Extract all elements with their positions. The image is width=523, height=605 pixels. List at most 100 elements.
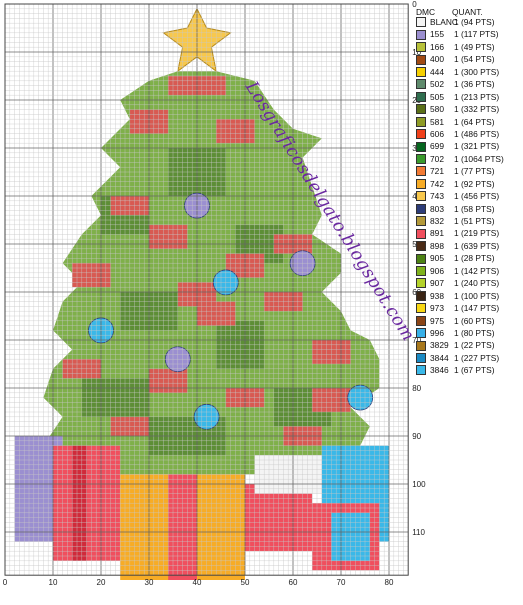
y-tick-label: 70: [412, 336, 421, 345]
thread-code: 743: [430, 191, 444, 202]
thread-swatch: [416, 141, 426, 152]
thread-quantity: 1 (51 PTS): [454, 216, 495, 227]
legend-row: 743 1 (456 PTS): [416, 190, 521, 202]
legend-row: 803 1 (58 PTS): [416, 203, 521, 215]
grid-lines: [4, 3, 409, 576]
thread-quantity: 1 (639 PTS): [454, 240, 500, 251]
thread-quantity: 1 (92 PTS): [454, 178, 495, 189]
thread-quantity: 1 (22 PTS): [454, 340, 495, 351]
thread-quantity: 1 (219 PTS): [454, 228, 500, 239]
legend-header: DMC QUANT.: [416, 4, 521, 16]
thread-swatch: [416, 29, 426, 40]
thread-code: 400: [430, 54, 444, 65]
thread-quantity: 1 (300 PTS): [454, 66, 500, 77]
thread-swatch: [416, 178, 426, 189]
thread-code: 3844: [430, 352, 449, 363]
thread-swatch: [416, 116, 426, 127]
y-tick-label: 90: [412, 432, 421, 441]
thread-code: 721: [430, 166, 444, 177]
thread-code: 155: [430, 29, 444, 40]
legend-row: 721 1 (77 PTS): [416, 165, 521, 177]
y-tick-label: 0: [412, 0, 417, 9]
y-tick-label: 110: [412, 528, 425, 537]
thread-code: 444: [430, 66, 444, 77]
legend-row: 975 1 (60 PTS): [416, 315, 521, 327]
legend-row: 3844 1 (227 PTS): [416, 352, 521, 364]
y-tick-label: 100: [412, 480, 426, 489]
legend-row: 155 1 (117 PTS): [416, 28, 521, 40]
x-tick-label: 30: [145, 578, 154, 587]
thread-code: BLANC: [430, 17, 458, 28]
x-tick-label: 0: [3, 578, 8, 587]
thread-quantity: 1 (80 PTS): [454, 327, 495, 338]
thread-swatch: [416, 17, 426, 28]
thread-swatch: [416, 166, 426, 177]
thread-quantity: 1 (117 PTS): [454, 29, 499, 40]
thread-quantity: 1 (100 PTS): [454, 290, 500, 301]
thread-code: 803: [430, 203, 444, 214]
thread-quantity: 1 (332 PTS): [454, 104, 500, 115]
thread-quantity: 1 (486 PTS): [454, 128, 500, 139]
thread-code: 699: [430, 141, 444, 152]
legend-row: 606 1 (486 PTS): [416, 128, 521, 140]
legend-header-qty: QUANT.: [452, 6, 483, 17]
thread-quantity: 1 (227 PTS): [454, 352, 500, 363]
thread-code: 891: [430, 228, 444, 239]
thread-code: 505: [430, 91, 444, 102]
legend-row: 996 1 (80 PTS): [416, 327, 521, 339]
thread-quantity: 1 (142 PTS): [454, 265, 500, 276]
legend-row: 891 1 (219 PTS): [416, 227, 521, 239]
thread-swatch: [416, 79, 426, 90]
grid-border: [4, 3, 409, 576]
thread-swatch: [416, 278, 426, 289]
thread-quantity: 1 (49 PTS): [454, 41, 495, 52]
thread-quantity: 1 (64 PTS): [454, 116, 495, 127]
legend-row: 166 1 (49 PTS): [416, 41, 521, 53]
legend-rows: BLANC 1 (94 PTS) 155 1 (117 PTS) 166 1 (49 PT…: [416, 16, 521, 377]
thread-code: 906: [430, 265, 444, 276]
legend-row: 907 1 (240 PTS): [416, 277, 521, 289]
thread-swatch: [416, 42, 426, 53]
thread-code: 832: [430, 216, 444, 227]
y-tick-label: 10: [412, 48, 421, 57]
thread-code: 580: [430, 104, 444, 115]
legend-row: 898 1 (639 PTS): [416, 240, 521, 252]
thread-code: 996: [430, 327, 444, 338]
x-tick-label: 50: [241, 578, 250, 587]
thread-swatch: [416, 340, 426, 351]
x-axis-ticks: 0 10 20 30 40 50 60 70 80: [3, 578, 394, 587]
thread-swatch: [416, 66, 426, 77]
legend-row: 702 1 (1064 PTS): [416, 153, 521, 165]
thread-swatch: [416, 191, 426, 202]
thread-swatch: [416, 228, 426, 239]
thread-swatch: [416, 241, 426, 252]
thread-swatch: [416, 104, 426, 115]
legend-row: 906 1 (142 PTS): [416, 265, 521, 277]
thread-swatch: [416, 328, 426, 339]
legend-row: BLANC 1 (94 PTS): [416, 16, 521, 28]
legend-row: 400 1 (54 PTS): [416, 53, 521, 65]
thread-quantity: 1 (321 PTS): [454, 141, 500, 152]
thread-code: 742: [430, 178, 444, 189]
thread-code: 702: [430, 153, 444, 164]
y-tick-label: 80: [412, 384, 421, 393]
legend-row: 938 1 (100 PTS): [416, 290, 521, 302]
legend-row: 502 1 (36 PTS): [416, 78, 521, 90]
thread-code: 581: [430, 116, 444, 127]
thread-code: 3846: [430, 365, 449, 376]
thread-quantity: 1 (58 PTS): [454, 203, 495, 214]
thread-quantity: 1 (60 PTS): [454, 315, 495, 326]
legend-row: 699 1 (321 PTS): [416, 140, 521, 152]
thread-swatch: [416, 365, 426, 376]
thread-quantity: 1 (77 PTS): [454, 166, 495, 177]
thread-swatch: [416, 129, 426, 140]
x-tick-label: 80: [385, 578, 394, 587]
thread-swatch: [416, 315, 426, 326]
thread-swatch: [416, 216, 426, 227]
thread-code: 975: [430, 315, 444, 326]
thread-code: 973: [430, 303, 444, 314]
thread-quantity: 1 (54 PTS): [454, 54, 495, 65]
x-tick-label: 20: [97, 578, 106, 587]
legend-header-code: DMC: [416, 6, 436, 17]
